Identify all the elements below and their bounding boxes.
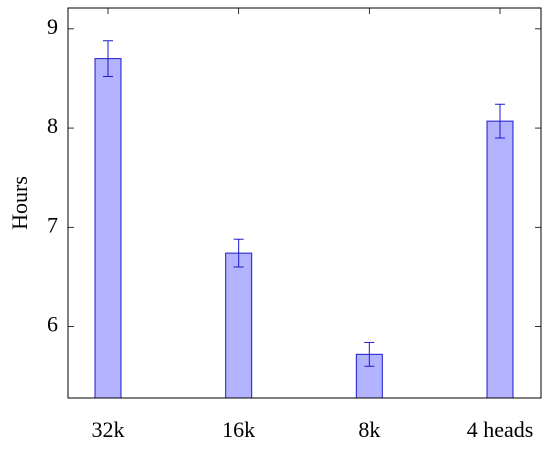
y-tick-label: 7 <box>47 212 58 237</box>
y-tick-label: 8 <box>47 113 58 138</box>
plot-frame <box>67 7 542 399</box>
y-tick-label: 9 <box>47 14 58 39</box>
y-axis-label: Hours <box>7 176 32 230</box>
x-tick-label: 4 heads <box>467 417 534 442</box>
error-bar <box>103 40 113 77</box>
error-bar <box>364 341 375 367</box>
y-tick-label: 6 <box>47 312 58 337</box>
bar <box>94 58 122 399</box>
x-tick-label: 32k <box>92 417 125 442</box>
error-bar <box>233 238 244 268</box>
bar <box>486 120 514 399</box>
x-tick-label: 16k <box>222 417 255 442</box>
bar <box>225 252 253 399</box>
x-tick-label: 8k <box>358 417 380 442</box>
error-bar <box>495 103 505 139</box>
